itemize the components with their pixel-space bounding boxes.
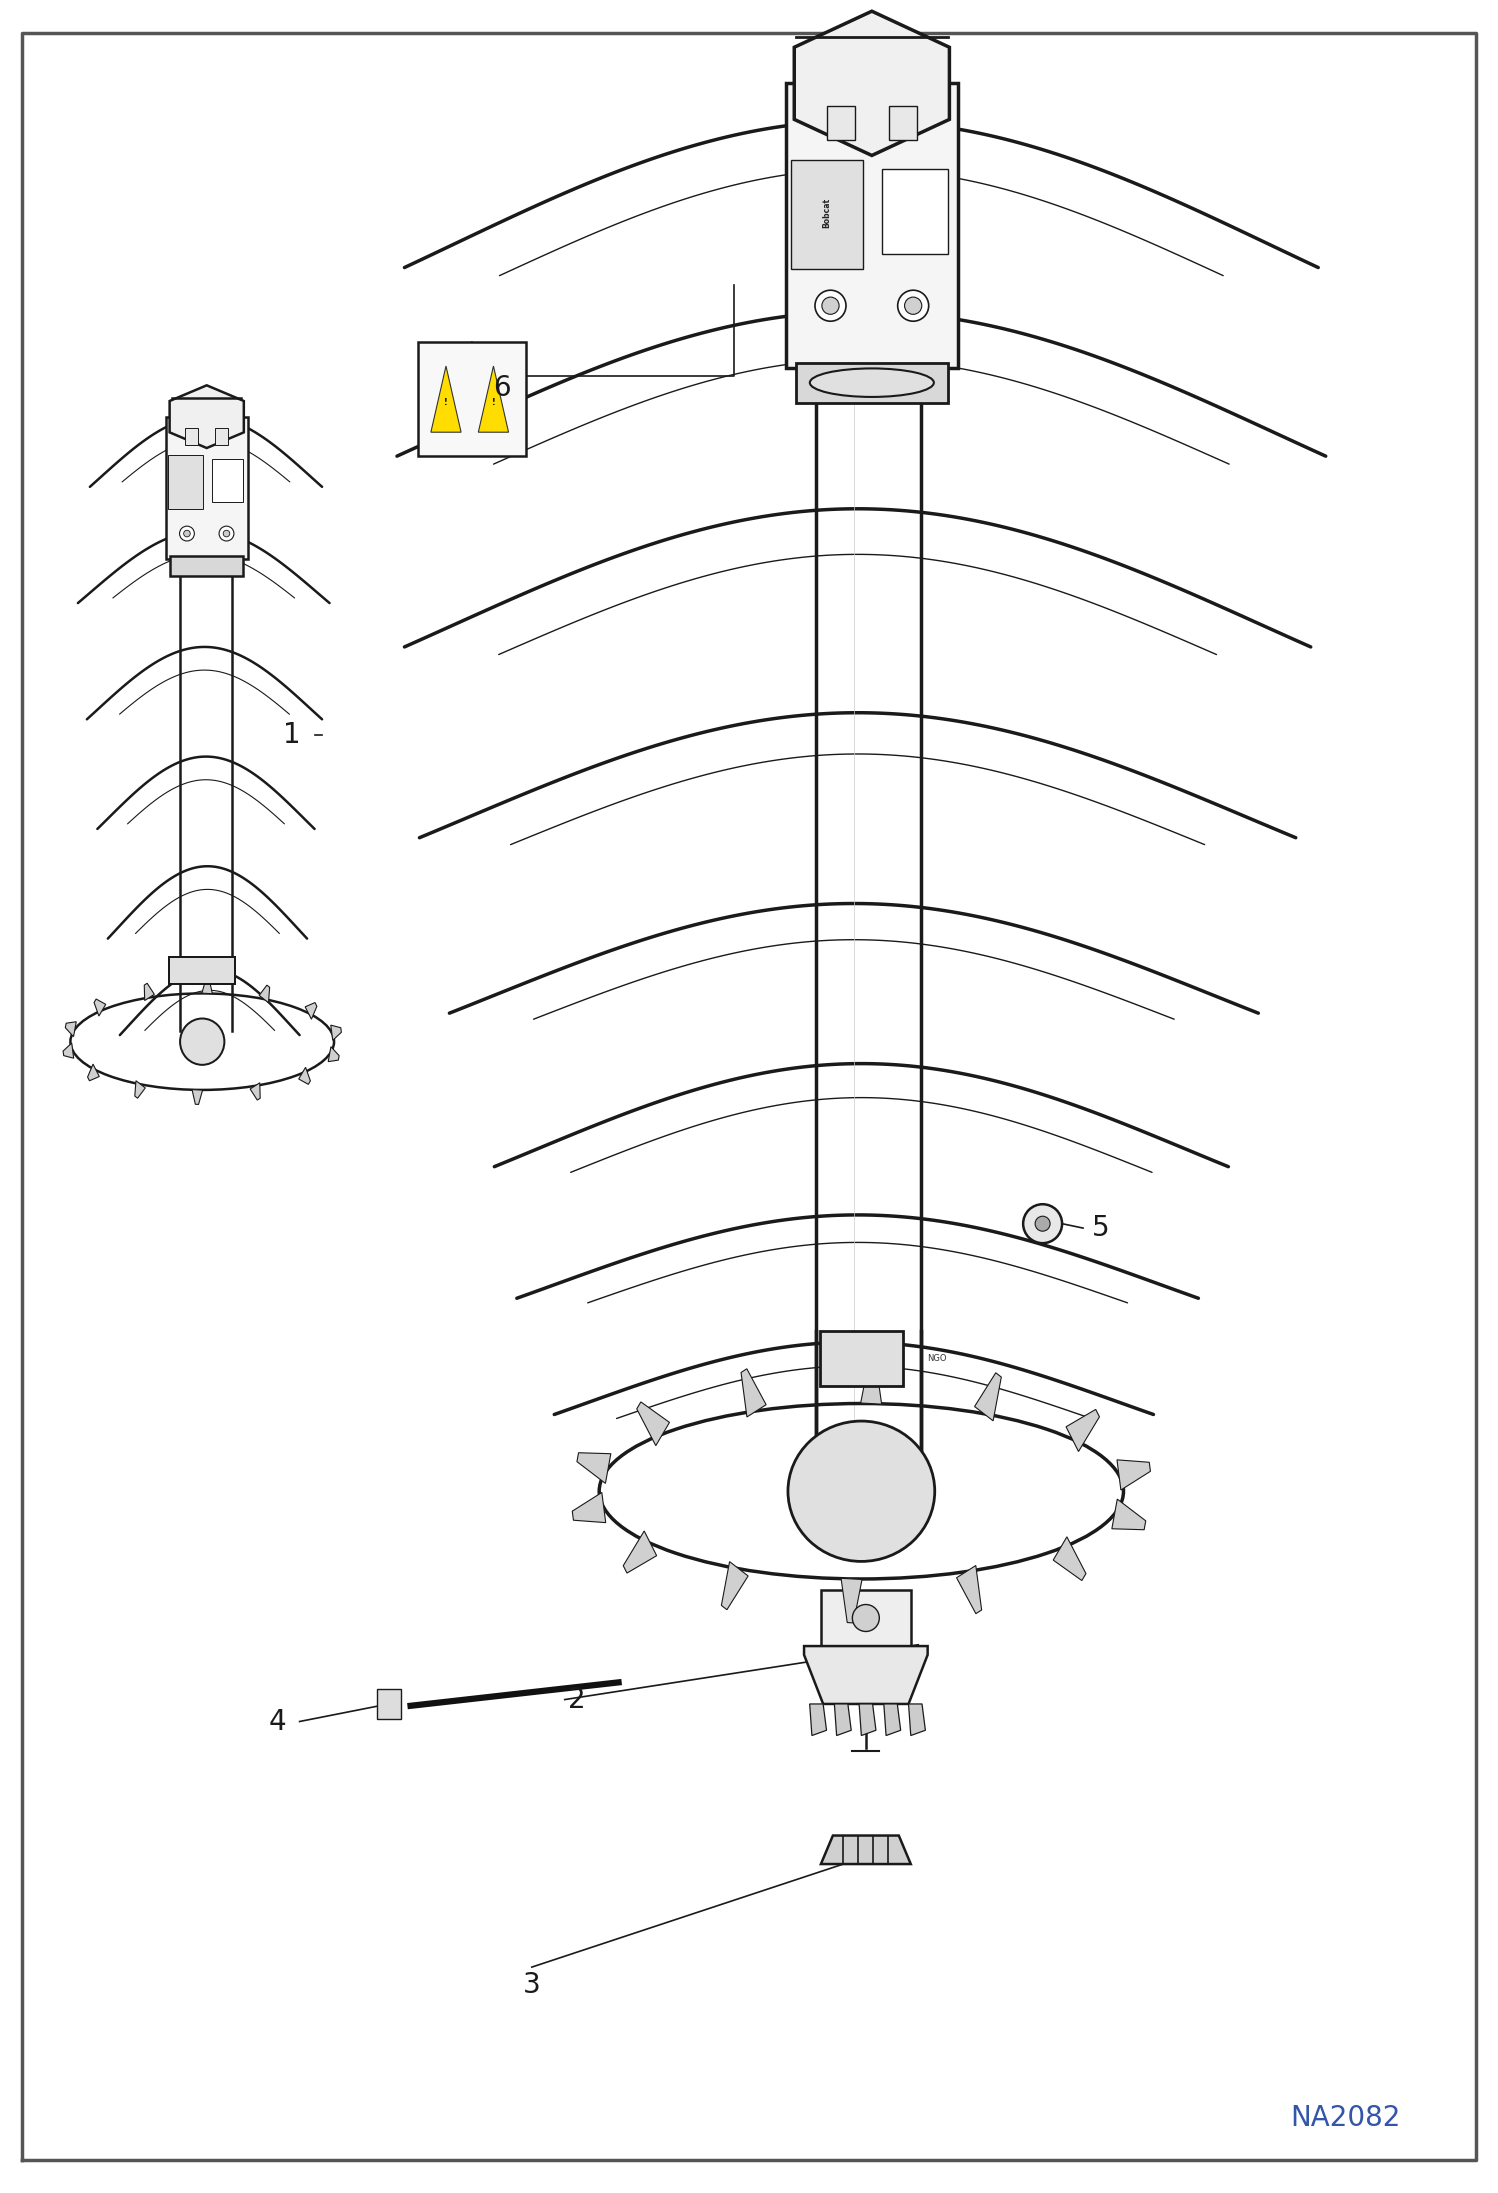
FancyBboxPatch shape [821, 1331, 902, 1386]
FancyBboxPatch shape [827, 105, 854, 140]
Polygon shape [478, 366, 508, 432]
Polygon shape [804, 1647, 927, 1704]
Circle shape [223, 531, 229, 537]
Polygon shape [298, 1068, 310, 1083]
Polygon shape [331, 1024, 342, 1039]
Polygon shape [431, 366, 461, 432]
Polygon shape [742, 1368, 765, 1417]
Text: 2: 2 [568, 1686, 586, 1713]
Ellipse shape [180, 1018, 225, 1066]
FancyBboxPatch shape [168, 456, 202, 509]
FancyBboxPatch shape [418, 342, 526, 456]
Circle shape [815, 289, 846, 320]
FancyBboxPatch shape [795, 362, 948, 404]
Polygon shape [637, 1401, 670, 1445]
Circle shape [1023, 1204, 1062, 1243]
Polygon shape [1053, 1537, 1086, 1581]
Polygon shape [975, 1373, 1001, 1421]
FancyBboxPatch shape [166, 417, 249, 559]
Circle shape [852, 1605, 879, 1632]
Circle shape [184, 531, 190, 537]
Polygon shape [1118, 1461, 1150, 1489]
Polygon shape [1112, 1500, 1146, 1531]
Polygon shape [794, 11, 950, 156]
Polygon shape [908, 1704, 926, 1735]
Polygon shape [192, 1090, 202, 1105]
Text: 3: 3 [523, 1972, 541, 1998]
Polygon shape [259, 985, 270, 1002]
Polygon shape [144, 982, 154, 1000]
Polygon shape [1067, 1410, 1100, 1452]
FancyBboxPatch shape [791, 160, 863, 270]
Polygon shape [834, 1704, 851, 1735]
Circle shape [897, 289, 929, 320]
Text: 5: 5 [1092, 1215, 1110, 1241]
Polygon shape [840, 1579, 861, 1623]
Polygon shape [66, 1022, 76, 1037]
Polygon shape [809, 1704, 827, 1735]
Polygon shape [957, 1566, 981, 1614]
Circle shape [905, 296, 921, 314]
Text: NA2082: NA2082 [1290, 2103, 1401, 2132]
Ellipse shape [788, 1421, 935, 1561]
FancyBboxPatch shape [785, 83, 959, 368]
Polygon shape [722, 1561, 748, 1610]
Text: 1: 1 [283, 721, 301, 748]
Polygon shape [202, 978, 213, 993]
Polygon shape [306, 1002, 318, 1020]
FancyBboxPatch shape [882, 169, 948, 254]
Polygon shape [63, 1044, 73, 1059]
Polygon shape [169, 386, 244, 447]
FancyBboxPatch shape [186, 428, 199, 445]
Text: !: ! [491, 397, 496, 408]
Circle shape [1035, 1217, 1050, 1230]
FancyBboxPatch shape [821, 1590, 911, 1647]
Polygon shape [860, 1704, 876, 1735]
Polygon shape [135, 1081, 145, 1099]
Polygon shape [94, 1000, 106, 1015]
Text: NGO: NGO [927, 1353, 947, 1364]
Circle shape [822, 296, 839, 314]
Circle shape [180, 526, 195, 542]
Ellipse shape [810, 368, 933, 397]
FancyBboxPatch shape [216, 428, 228, 445]
Text: Bobcat: Bobcat [822, 197, 831, 228]
FancyBboxPatch shape [211, 458, 243, 502]
Polygon shape [861, 1360, 882, 1404]
Polygon shape [623, 1531, 656, 1572]
Polygon shape [821, 1836, 911, 1864]
Polygon shape [87, 1064, 99, 1081]
Polygon shape [250, 1083, 261, 1101]
Text: 6: 6 [493, 375, 511, 401]
Polygon shape [377, 1689, 401, 1719]
Polygon shape [577, 1452, 611, 1482]
FancyBboxPatch shape [169, 958, 235, 985]
Polygon shape [328, 1046, 339, 1061]
Polygon shape [572, 1493, 605, 1522]
Text: 4: 4 [268, 1708, 286, 1735]
Circle shape [219, 526, 234, 542]
Polygon shape [884, 1704, 900, 1735]
Text: !: ! [445, 397, 448, 408]
FancyBboxPatch shape [890, 105, 917, 140]
FancyBboxPatch shape [171, 557, 243, 577]
